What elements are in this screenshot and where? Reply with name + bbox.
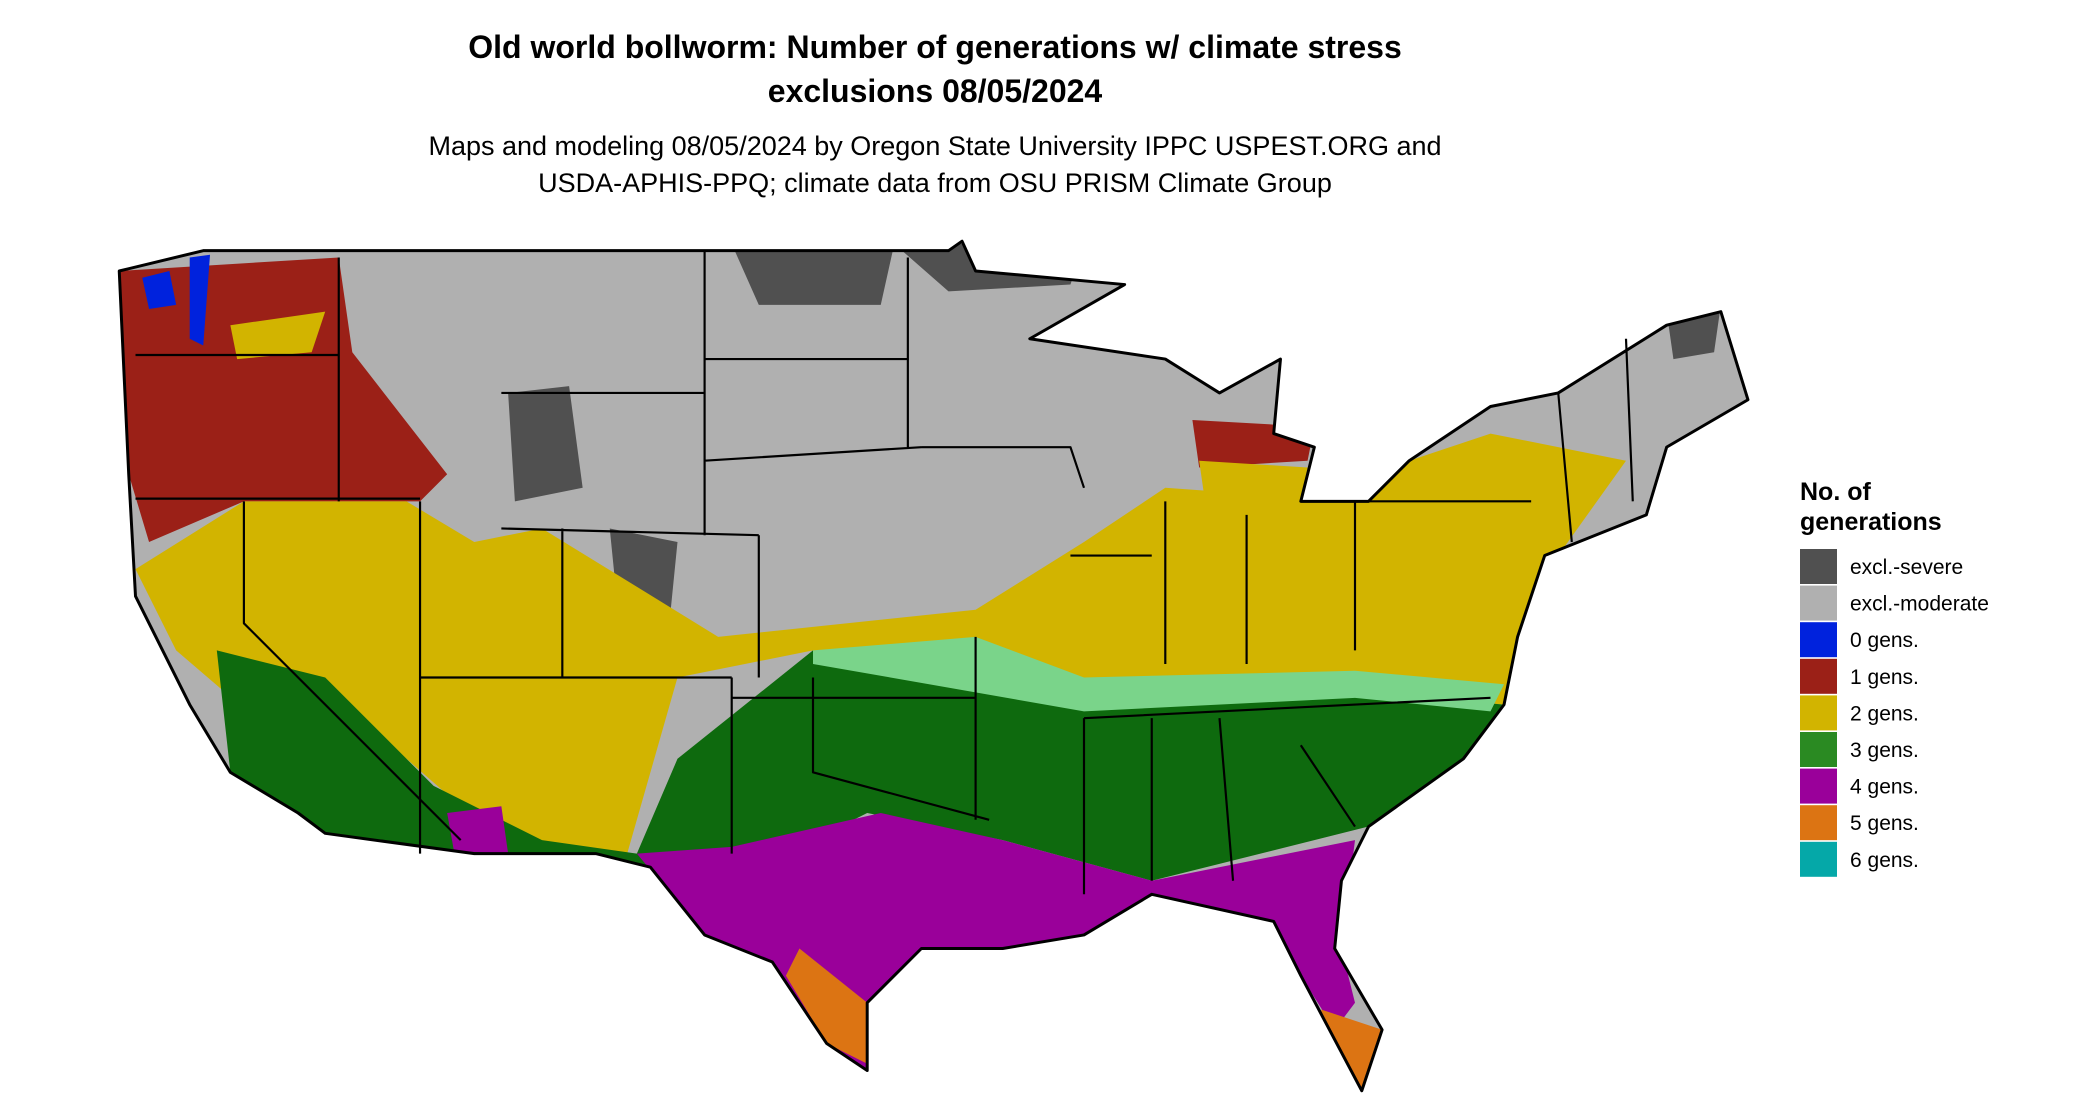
legend-title: generations (1800, 508, 1942, 536)
legend-swatch (1800, 768, 1837, 804)
legend-swatch (1800, 549, 1837, 584)
region-1-gen (119, 257, 1315, 542)
legend-swatch (1800, 732, 1837, 767)
title-line: Old world bollworm: Number of generation… (468, 29, 1402, 65)
state-borders (135, 250, 1634, 895)
us-outline (117, 239, 1750, 1093)
legend-label: excl.-severe (1850, 556, 1963, 579)
legend-swatch (1800, 658, 1837, 694)
region-3-gen (216, 650, 1505, 935)
legend-label: 4 gens. (1850, 776, 1919, 799)
us-map (117, 239, 1750, 1093)
legend-label: 5 gens. (1850, 812, 1919, 835)
legend-swatch (1800, 841, 1837, 877)
legend-swatch (1800, 585, 1837, 621)
region-severe (508, 243, 1721, 610)
legend-label: 3 gens. (1850, 739, 1919, 762)
legend-label: 1 gens. (1850, 666, 1919, 689)
legend-label: 2 gens. (1850, 702, 1919, 725)
legend-swatch (1800, 622, 1837, 658)
region-0-gen (142, 254, 211, 346)
title-line: exclusions 08/05/2024 (768, 73, 1103, 109)
legend-title: No. of (1800, 478, 1871, 506)
legend: excl.-severe excl.-moderate 0 gens. 1 gens.… (1800, 549, 1989, 877)
legend-swatch (1800, 695, 1837, 731)
subtitle-line: Maps and modeling 08/05/2024 by Oregon S… (428, 131, 1441, 161)
region-4-gen (447, 806, 1355, 1071)
legend-label: excl.-moderate (1850, 593, 1989, 616)
region-2-gen (135, 311, 1626, 868)
subtitle-line: USDA-APHIS-PPQ; climate data from OSU PR… (538, 168, 1332, 198)
legend-label: 0 gens. (1850, 629, 1919, 652)
region-3-gen-edge (813, 636, 1505, 712)
legend-swatch (1800, 805, 1837, 841)
legend-label: 6 gens. (1850, 849, 1919, 872)
